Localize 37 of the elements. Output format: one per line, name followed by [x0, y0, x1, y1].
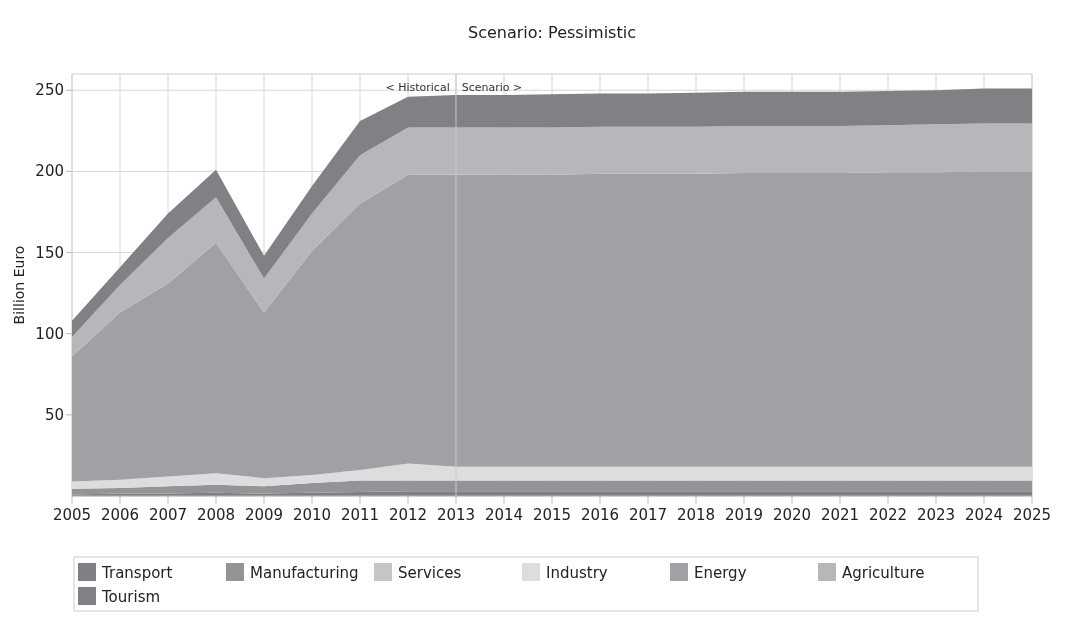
- annotation: < Historical: [385, 81, 450, 95]
- x-tick-label: 2010: [292, 506, 332, 524]
- x-tick-label: 2005: [52, 506, 92, 524]
- x-tick-label: 2024: [964, 506, 1004, 524]
- x-tick-label: 2022: [868, 506, 908, 524]
- legend-label: Industry: [546, 564, 608, 582]
- y-tick-label: 150: [35, 243, 64, 262]
- x-tick-label: 2018: [676, 506, 716, 524]
- legend-label: Transport: [101, 564, 173, 582]
- y-tick-label: 50: [44, 405, 64, 424]
- chart-title: Scenario: Pessimistic: [468, 23, 636, 42]
- x-tick-label: 2016: [580, 506, 620, 524]
- x-tick-label: 2025: [1012, 506, 1052, 524]
- legend-label: Services: [398, 564, 462, 582]
- x-tick-label: 2009: [244, 506, 284, 524]
- x-tick-label: 2006: [100, 506, 140, 524]
- annotation: Scenario >: [461, 81, 523, 95]
- legend-label: Tourism: [101, 588, 161, 606]
- y-tick-label: 100: [35, 324, 64, 343]
- y-tick-label: 250: [35, 81, 64, 100]
- x-tick-label: 2011: [340, 506, 380, 524]
- x-tick-label: 2019: [724, 506, 764, 524]
- legend-label: Energy: [694, 564, 747, 582]
- x-tick-label: 2015: [532, 506, 572, 524]
- x-tick-label: 2013: [436, 506, 476, 524]
- x-tick-label: 2020: [772, 506, 812, 524]
- legend-label: Manufacturing: [250, 564, 359, 582]
- legend-label: Agriculture: [842, 564, 925, 582]
- x-tick-label: 2007: [148, 506, 188, 524]
- x-tick-label: 2023: [916, 506, 956, 524]
- x-tick-label: 2017: [628, 506, 668, 524]
- x-tick-label: 2008: [196, 506, 236, 524]
- x-tick-label: 2014: [484, 506, 524, 524]
- x-tick-label: 2012: [388, 506, 428, 524]
- x-tick-label: 2021: [820, 506, 860, 524]
- y-axis-title: Billion Euro: [11, 245, 27, 325]
- y-tick-label: 200: [35, 162, 64, 181]
